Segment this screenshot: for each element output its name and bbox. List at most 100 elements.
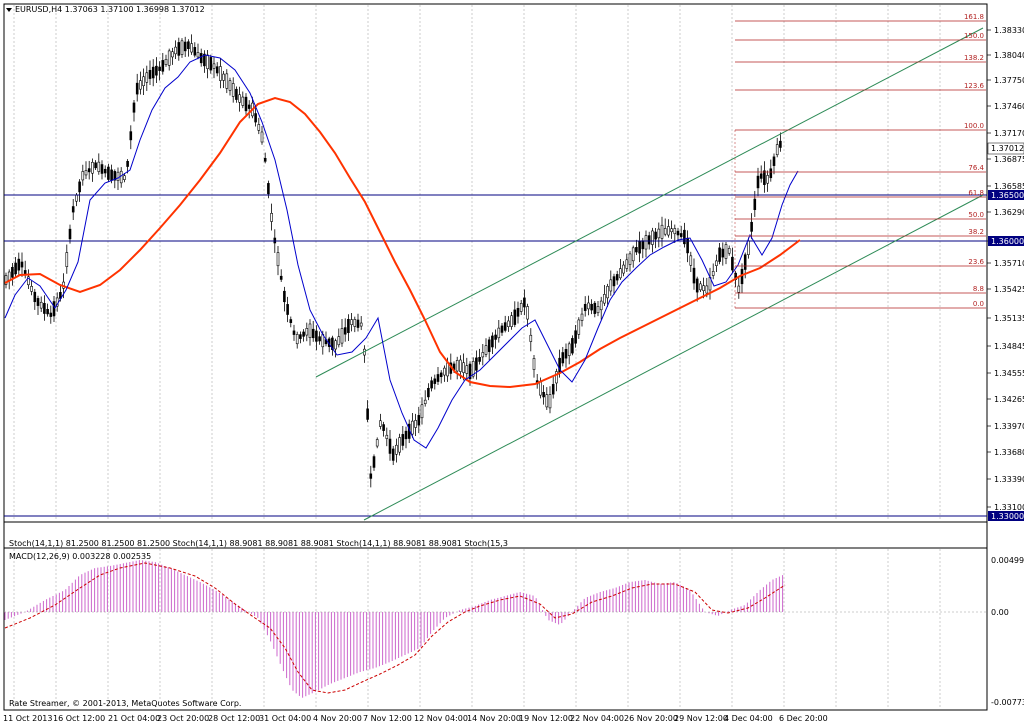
time-tick-label: 4 Dec 04:00 xyxy=(724,714,773,723)
candle-body xyxy=(164,58,168,66)
candle-body xyxy=(126,161,129,167)
candle-body xyxy=(510,315,513,327)
price-tick-label: 1.36875 xyxy=(994,155,1024,164)
candle-body xyxy=(491,335,494,348)
candle-body xyxy=(75,194,78,202)
chart-grid xyxy=(13,5,941,709)
candle-body xyxy=(382,424,385,431)
candle-body xyxy=(471,361,475,377)
candle-body xyxy=(148,69,152,79)
candle-body xyxy=(315,330,318,342)
stochastic-indicator-label: Stoch(14,1,1) 81.2500 81.2500 81.2500 St… xyxy=(9,539,508,548)
time-tick-label: 7 Nov 12:00 xyxy=(363,714,412,723)
candle-body xyxy=(347,318,350,333)
candle-body xyxy=(647,235,651,245)
time-tick-label: 14 Nov 20:00 xyxy=(467,714,521,723)
candle-body xyxy=(7,271,11,281)
channel-lower-line xyxy=(363,194,984,521)
candle-body xyxy=(30,286,33,292)
dropdown-arrow-icon[interactable] xyxy=(6,8,12,12)
candle-body xyxy=(353,319,357,327)
candle-body xyxy=(564,349,568,359)
candle-body xyxy=(622,264,625,274)
candle-body xyxy=(590,303,593,311)
candle-body xyxy=(775,144,779,156)
candle-body xyxy=(615,274,619,281)
candle-body xyxy=(555,371,558,384)
candle-body xyxy=(676,230,680,236)
time-tick-label: 31 Oct 04:00 xyxy=(259,714,311,723)
candle-body xyxy=(199,53,203,64)
candle-body xyxy=(180,40,184,55)
candle-body xyxy=(228,80,232,91)
candle-body xyxy=(743,254,747,270)
candle-body xyxy=(548,394,552,409)
candle-body xyxy=(532,358,536,370)
candle-body xyxy=(241,96,245,106)
candle-body xyxy=(385,434,389,439)
candle-body xyxy=(84,170,88,176)
time-tick-label: 6 Dec 20:00 xyxy=(779,714,828,723)
candle-body xyxy=(343,327,347,335)
candle-body xyxy=(772,156,776,166)
price-tick-label: 1.35710 xyxy=(994,259,1024,268)
price-tick-label: 1.33970 xyxy=(994,422,1024,431)
fibo-level-label: 23.6 xyxy=(968,258,984,266)
candle-body xyxy=(113,171,117,181)
candle-body xyxy=(695,278,699,293)
candle-body xyxy=(705,285,709,294)
candle-body xyxy=(423,399,427,404)
candle-body xyxy=(769,168,773,179)
price-tick-label: 1.36290 xyxy=(994,208,1024,217)
fibo-level-label: 138.2 xyxy=(964,54,984,62)
candle-body xyxy=(107,166,110,180)
candle-body xyxy=(587,302,590,310)
candle-body xyxy=(599,300,603,311)
candle-body xyxy=(660,224,664,239)
candle-body xyxy=(123,175,126,180)
price-tick-label: 1.34845 xyxy=(994,342,1024,351)
candle-body xyxy=(43,302,46,314)
candle-body xyxy=(263,157,267,162)
candle-body xyxy=(359,322,363,327)
candle-body xyxy=(190,43,193,53)
candle-body xyxy=(110,169,113,181)
candle-body xyxy=(139,80,142,90)
candle-body xyxy=(455,360,459,372)
candle-body xyxy=(203,53,206,67)
candle-body xyxy=(161,60,165,72)
candle-body xyxy=(756,175,760,189)
candle-body xyxy=(641,240,645,250)
candle-body xyxy=(225,73,229,89)
macd-histogram xyxy=(4,560,987,698)
candle-body xyxy=(395,444,398,455)
candle-body xyxy=(68,228,72,240)
candle-body xyxy=(212,63,216,69)
candle-body xyxy=(206,54,209,69)
main-chart-frame xyxy=(3,3,988,523)
candle-body xyxy=(702,285,705,291)
candle-body xyxy=(193,47,197,56)
candle-body xyxy=(551,384,555,395)
candle-body xyxy=(129,131,133,141)
candle-body xyxy=(692,267,696,284)
price-tick-label: 1.35425 xyxy=(994,285,1024,294)
candle-body xyxy=(331,337,334,350)
candle-body xyxy=(446,362,449,377)
candle-body xyxy=(750,221,753,232)
candle-body xyxy=(603,294,606,304)
candle-body xyxy=(318,336,321,342)
candle-body xyxy=(475,357,478,371)
time-tick-label: 28 Oct 12:00 xyxy=(208,714,260,723)
symbol-info-label: EURUSD,H4 1.37063 1.37100 1.36998 1.3701… xyxy=(15,5,205,14)
price-tick-label: 1.38040 xyxy=(994,51,1024,60)
candle-body xyxy=(462,362,465,373)
candle-body xyxy=(718,247,721,262)
candle-body xyxy=(433,378,437,384)
candle-body xyxy=(289,319,293,323)
candle-body xyxy=(366,408,369,420)
candle-body xyxy=(487,339,491,352)
candle-body xyxy=(116,171,120,181)
candle-body xyxy=(209,57,213,71)
